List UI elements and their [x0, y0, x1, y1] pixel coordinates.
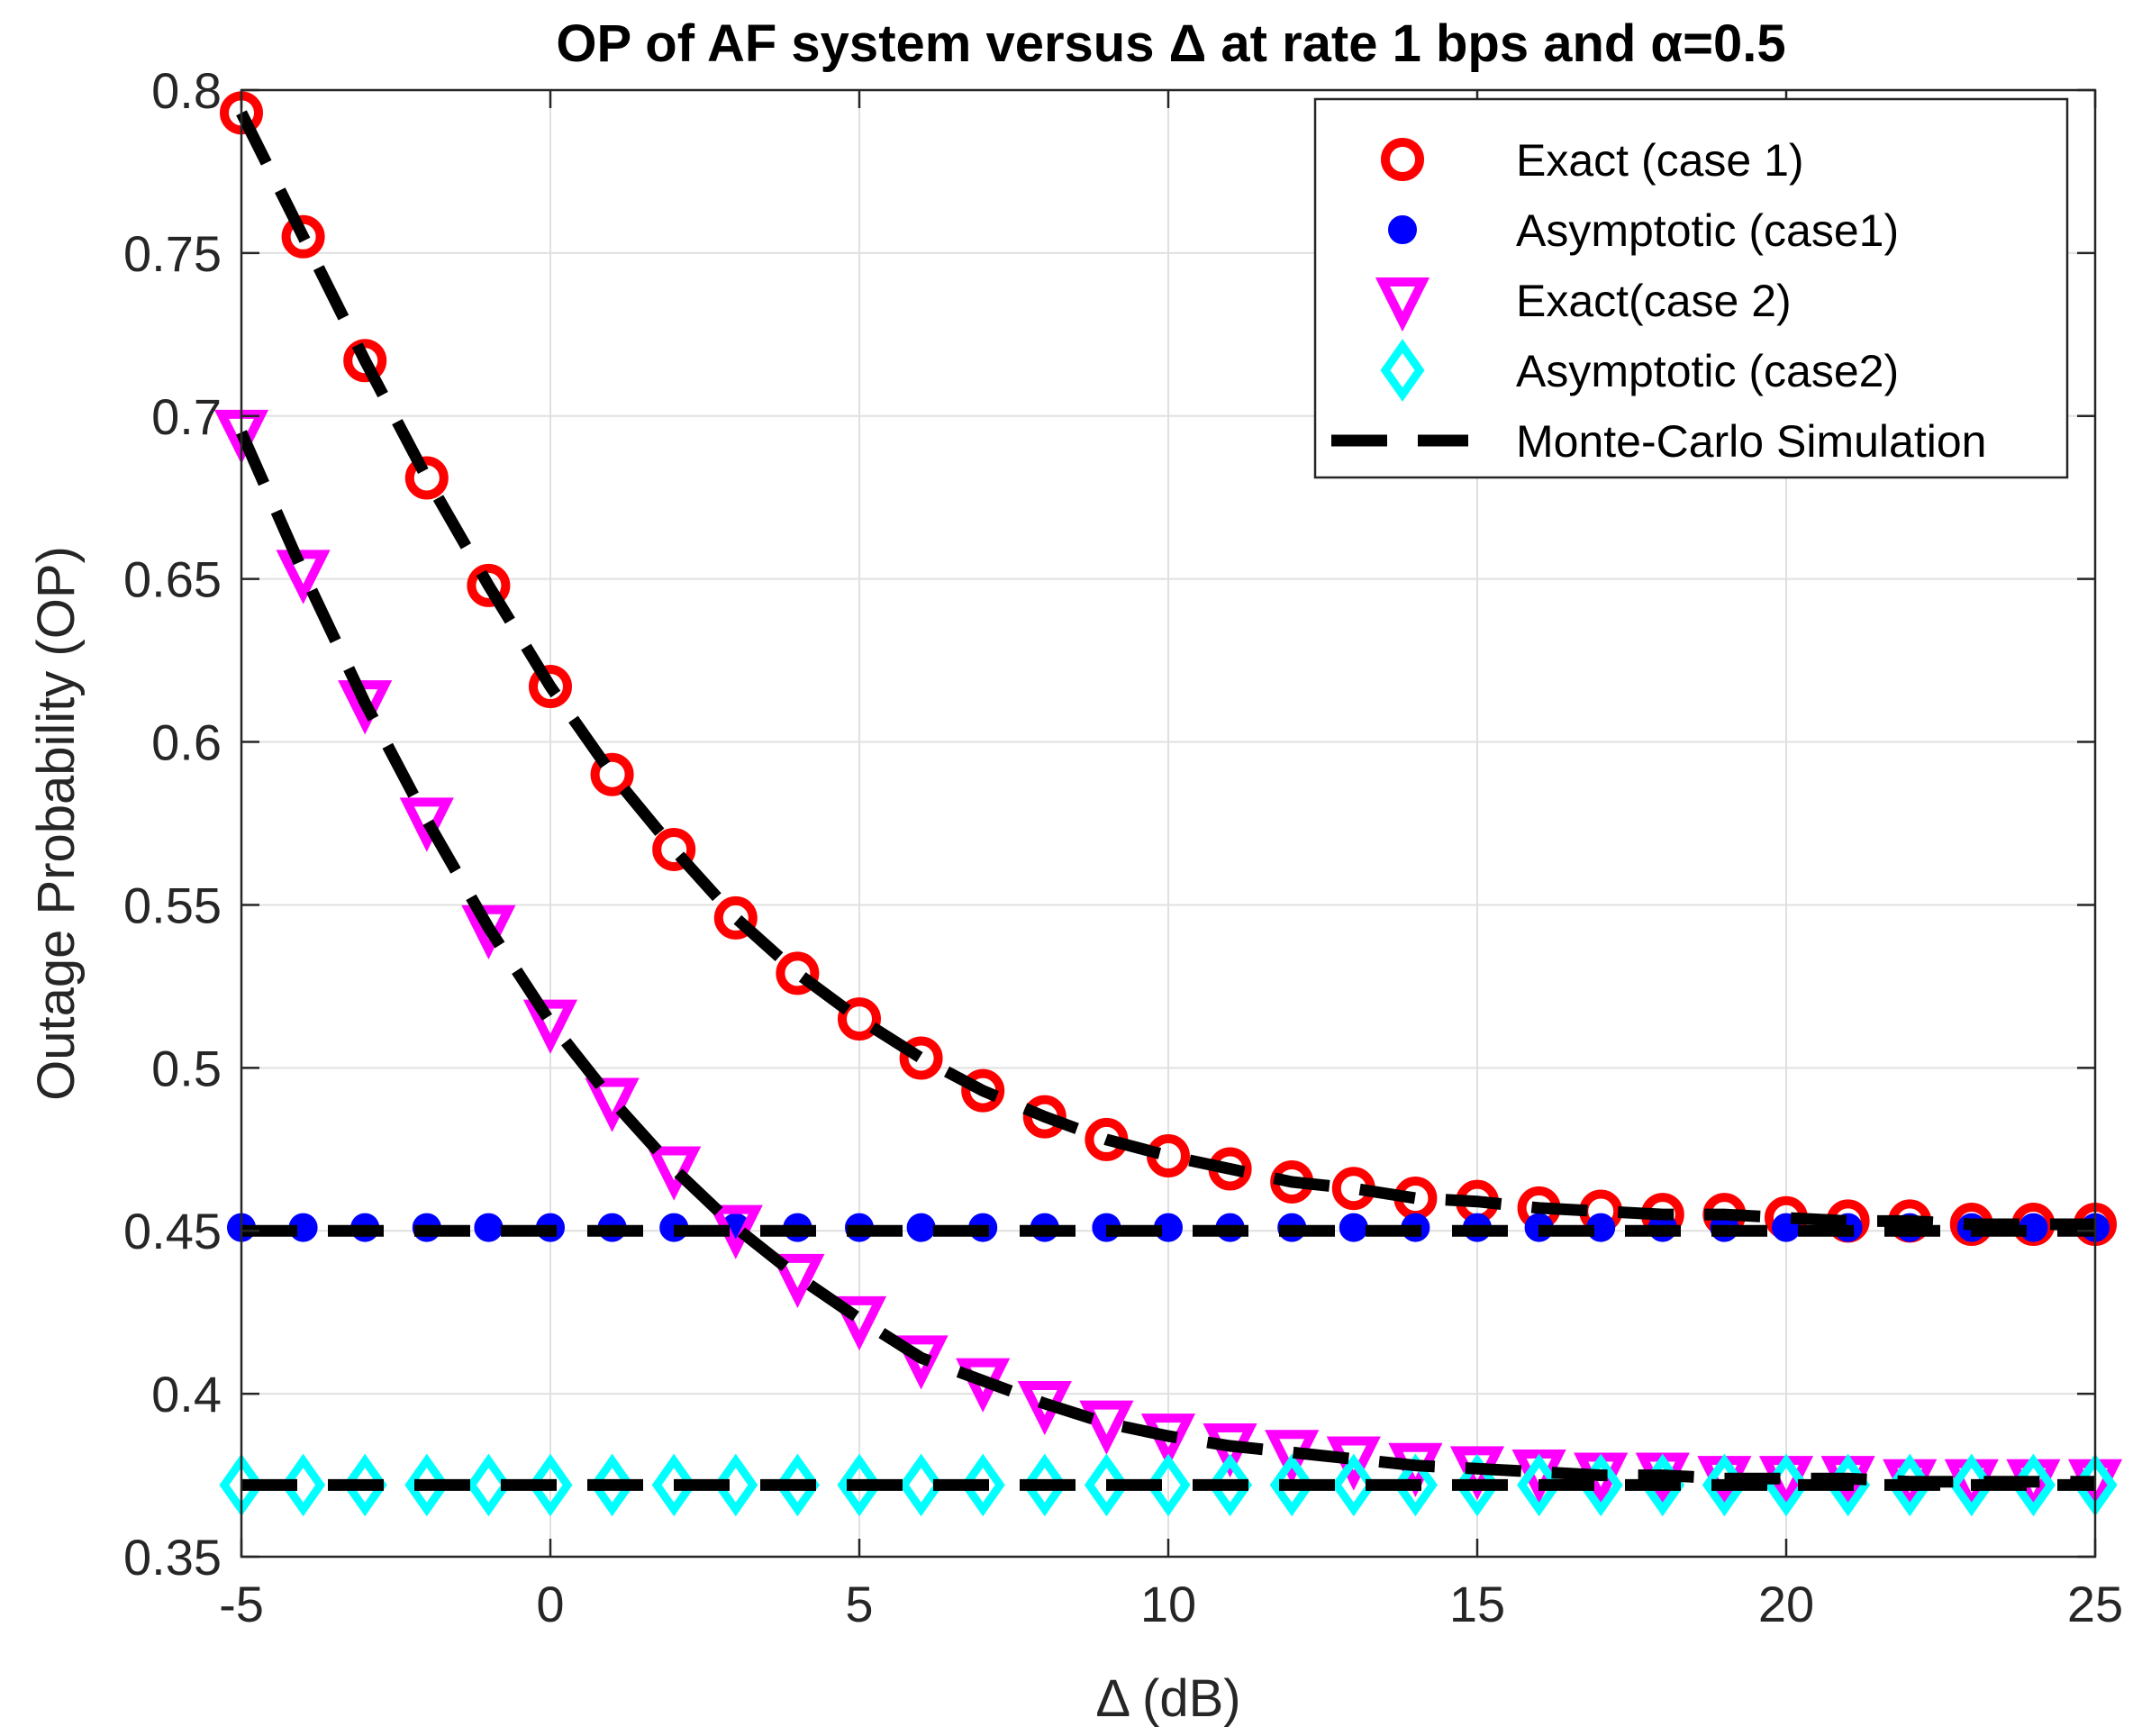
y-tick-label: 0.6 [151, 714, 222, 771]
legend-label: Exact (case 1) [1516, 135, 1804, 186]
data-point [837, 1453, 882, 1517]
data-point [1455, 1453, 1500, 1517]
data-point [1517, 1453, 1562, 1517]
legend-item: Exact (case 1) [1381, 135, 1804, 186]
data-point [1269, 1453, 1314, 1517]
legend-label: Asymptotic (case2) [1516, 346, 1899, 396]
data-point [1393, 1453, 1438, 1517]
data-point [1022, 1095, 1066, 1139]
data-point [960, 1453, 1005, 1517]
data-point [338, 680, 393, 735]
data-point [590, 1453, 635, 1517]
chart-title: OP of AF system versus Δ at rate 1 bps a… [556, 14, 1785, 73]
data-point [281, 214, 325, 259]
y-tick-label: 0.55 [123, 877, 222, 933]
legend-marker [1380, 339, 1425, 402]
data-point [529, 665, 572, 709]
x-tick-label: 10 [1140, 1576, 1196, 1632]
legend-item: Monte-Carlo Simulation [1331, 416, 1986, 467]
legend-label: Asymptotic (case1) [1516, 205, 1899, 256]
data-point [281, 1453, 326, 1517]
data-point [404, 456, 449, 500]
data-point [1949, 1453, 1994, 1517]
data-point [713, 1453, 758, 1517]
data-point [651, 1453, 696, 1517]
x-tick-label: 20 [1758, 1576, 1814, 1632]
legend-box [1313, 97, 2069, 479]
data-point [1339, 1213, 1368, 1242]
data-point [343, 339, 387, 383]
data-point [1084, 1453, 1129, 1517]
series-layer [213, 91, 2123, 1517]
data-point [652, 827, 696, 871]
data-point [1331, 1453, 1376, 1517]
legend-item: Asymptotic (case2) [1380, 339, 1899, 402]
data-point [399, 797, 454, 852]
legend-marker [1381, 138, 1424, 181]
y-tick-label: 0.7 [151, 388, 222, 445]
simulation-line [236, 110, 2095, 1231]
series-monte-carlo-simulation [236, 110, 2095, 1491]
x-tick-label: 25 [2067, 1576, 2123, 1632]
data-point [1022, 1453, 1067, 1517]
data-point [404, 1453, 449, 1517]
data-point [961, 1068, 1005, 1113]
data-point [776, 951, 820, 995]
data-point [770, 1253, 825, 1309]
series-asymptotic-case2- [219, 1453, 2118, 1517]
data-point [838, 997, 881, 1041]
x-tick-label: 15 [1449, 1576, 1505, 1632]
data-point [590, 752, 634, 796]
legend-label: Exact(case 2) [1516, 276, 1792, 326]
data-point [894, 1335, 948, 1390]
legend-marker [1375, 277, 1430, 332]
y-tick-label: 0.45 [123, 1203, 222, 1259]
x-tick-label: -5 [219, 1576, 264, 1632]
data-point [467, 563, 511, 607]
y-tick-label: 0.75 [123, 225, 222, 282]
data-point [276, 550, 331, 604]
data-point [713, 895, 758, 940]
x-tick-label: 0 [536, 1576, 564, 1632]
y-tick-label: 0.35 [123, 1529, 222, 1586]
data-point [775, 1453, 820, 1517]
data-point [906, 1213, 936, 1242]
data-point [1146, 1453, 1191, 1517]
data-point [522, 999, 578, 1054]
legend-marker [1388, 215, 1417, 244]
data-point [474, 1213, 504, 1242]
y-tick-label: 0.8 [151, 62, 222, 119]
data-point [466, 1453, 511, 1517]
x-tick-label: 5 [845, 1576, 873, 1632]
legend-label: Monte-Carlo Simulation [1516, 416, 1986, 467]
x-axis-label: Δ (dB) [1095, 1669, 1240, 1728]
y-tick-label: 0.65 [123, 551, 222, 608]
legend: Exact (case 1) Asymptotic (case1) Exact(ca… [1313, 97, 2069, 479]
legend-item: Exact(case 2) [1375, 276, 1792, 332]
data-point [1208, 1453, 1253, 1517]
y-tick-label: 0.5 [151, 1040, 222, 1096]
data-point [899, 1036, 943, 1080]
ticks [240, 88, 2097, 1559]
data-point [831, 1295, 887, 1351]
tick-labels: -5 0 5 10 15 20 25 0.35 0.4 0.45 0.5 0.55 0.6 0.65 0.7… [123, 62, 2123, 1632]
data-point [585, 1077, 640, 1132]
simulation-line [236, 430, 2095, 1488]
data-point [1079, 1400, 1134, 1455]
data-point [342, 1453, 387, 1517]
y-tick-label: 0.4 [151, 1366, 222, 1422]
data-point [899, 1453, 944, 1517]
y-axis-label: Outage Probability (OP) [27, 546, 86, 1101]
data-point [461, 904, 516, 959]
data-point [528, 1453, 573, 1517]
legend-item: Asymptotic (case1) [1388, 205, 1899, 256]
